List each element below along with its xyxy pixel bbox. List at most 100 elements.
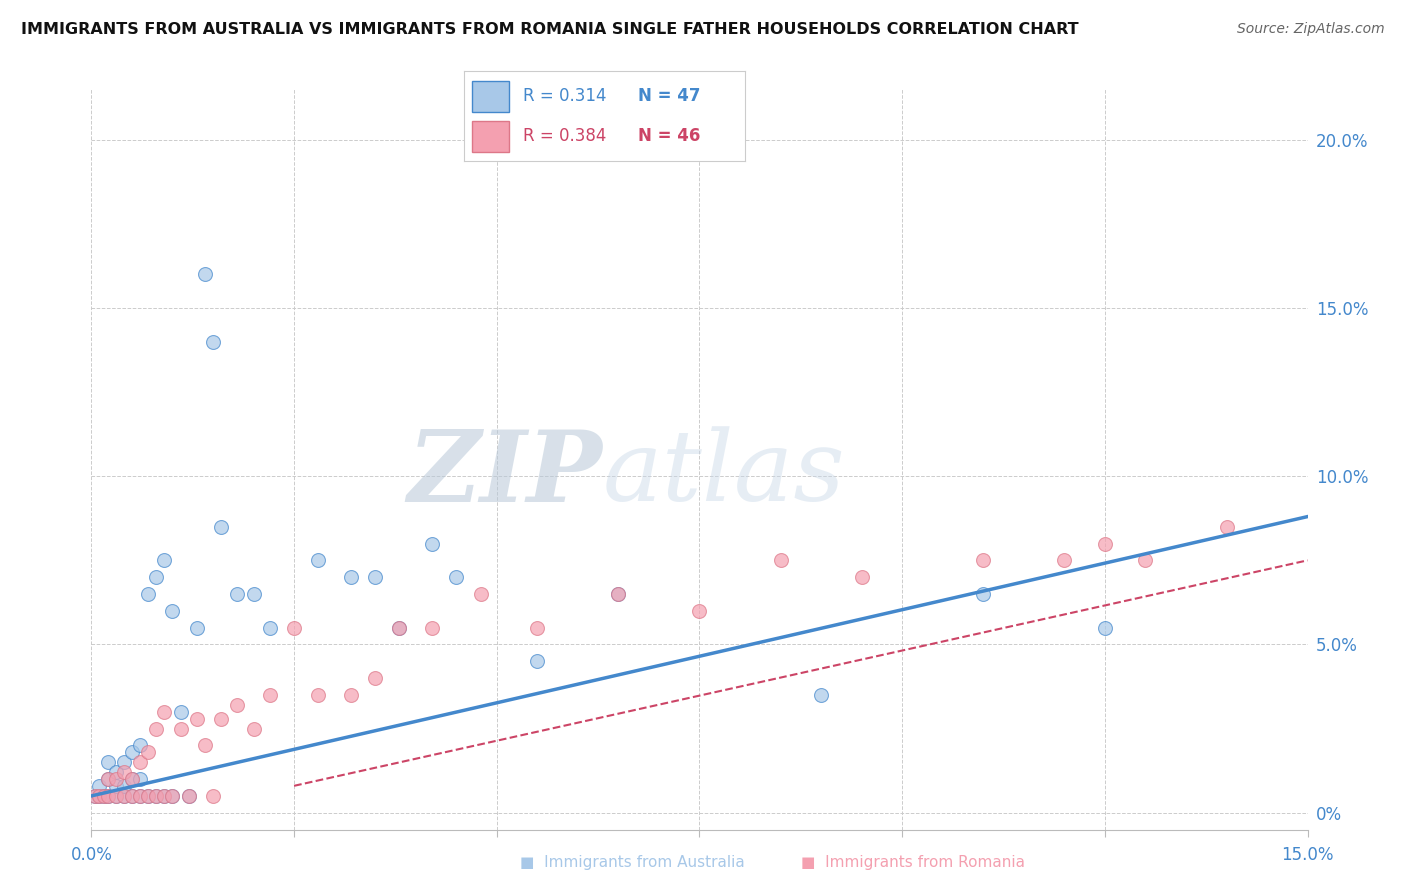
Point (145, 570, 167, 584)
Text: ■  Immigrants from Romania: ■ Immigrants from Romania (801, 855, 1025, 870)
Point (259, 621, 281, 635)
Point (84, 789, 107, 803)
Point (607, 587, 630, 601)
Point (97, 789, 120, 803)
Point (97, 772, 120, 786)
Point (688, 604, 710, 618)
Point (136, 587, 159, 601)
Text: 15.0%: 15.0% (1281, 846, 1334, 863)
Point (607, 587, 630, 601)
Point (112, 756, 135, 770)
Point (129, 772, 152, 786)
Point (972, 587, 994, 601)
Point (259, 688, 281, 702)
Point (186, 712, 208, 726)
Text: ZIP: ZIP (408, 426, 602, 523)
Point (162, 789, 184, 803)
Point (145, 789, 167, 803)
Point (129, 739, 152, 753)
Point (1094, 621, 1116, 635)
Point (112, 789, 135, 803)
Point (186, 621, 208, 635)
FancyBboxPatch shape (472, 81, 509, 112)
Point (470, 587, 492, 601)
Point (89, 779, 111, 793)
Point (97, 756, 120, 770)
Point (121, 772, 143, 786)
Point (162, 789, 184, 803)
Text: N = 46: N = 46 (638, 128, 700, 145)
Point (169, 705, 191, 719)
Point (104, 789, 127, 803)
Point (112, 765, 135, 780)
Point (112, 789, 135, 803)
Point (340, 570, 363, 584)
Point (226, 587, 249, 601)
Point (121, 772, 143, 786)
Point (145, 789, 167, 803)
Point (145, 722, 167, 736)
Point (129, 789, 152, 803)
Point (153, 553, 176, 567)
Text: Source: ZipAtlas.com: Source: ZipAtlas.com (1237, 22, 1385, 37)
Point (112, 779, 135, 793)
Point (242, 722, 264, 736)
Point (89, 789, 111, 803)
Point (194, 267, 217, 281)
Point (1094, 536, 1116, 550)
Point (364, 570, 387, 584)
Point (104, 765, 127, 780)
Text: N = 47: N = 47 (638, 87, 700, 105)
Point (121, 789, 143, 803)
Point (129, 789, 152, 803)
Point (1215, 519, 1237, 533)
Text: R = 0.384: R = 0.384 (523, 128, 606, 145)
Point (136, 789, 159, 803)
Point (89, 789, 111, 803)
Point (121, 745, 143, 759)
Point (194, 739, 217, 753)
Point (93, 789, 115, 803)
Point (177, 789, 200, 803)
Text: ■  Immigrants from Australia: ■ Immigrants from Australia (520, 855, 745, 870)
Point (104, 779, 127, 793)
Point (153, 789, 176, 803)
Point (420, 536, 443, 550)
Point (97, 789, 120, 803)
Point (420, 621, 443, 635)
Point (283, 621, 305, 635)
Point (972, 553, 994, 567)
Point (136, 745, 159, 759)
Point (1135, 553, 1157, 567)
Point (307, 553, 329, 567)
Point (307, 688, 329, 702)
FancyBboxPatch shape (472, 121, 509, 152)
Point (209, 712, 232, 726)
Point (209, 519, 232, 533)
Point (388, 621, 411, 635)
Point (84, 789, 107, 803)
Point (526, 621, 548, 635)
Point (104, 772, 127, 786)
Point (340, 688, 363, 702)
Point (202, 334, 225, 349)
Point (104, 789, 127, 803)
Point (769, 553, 792, 567)
Point (177, 789, 200, 803)
Point (444, 570, 467, 584)
Text: 0.0%: 0.0% (70, 846, 112, 863)
Point (162, 604, 184, 618)
Point (169, 722, 191, 736)
Point (810, 688, 832, 702)
Point (364, 671, 387, 685)
Text: IMMIGRANTS FROM AUSTRALIA VS IMMIGRANTS FROM ROMANIA SINGLE FATHER HOUSEHOLDS CO: IMMIGRANTS FROM AUSTRALIA VS IMMIGRANTS … (21, 22, 1078, 37)
Point (242, 587, 264, 601)
Point (121, 789, 143, 803)
Point (851, 570, 873, 584)
Point (97, 772, 120, 786)
Point (129, 756, 152, 770)
Point (1053, 553, 1076, 567)
Point (136, 789, 159, 803)
Point (153, 789, 176, 803)
Point (93, 789, 115, 803)
